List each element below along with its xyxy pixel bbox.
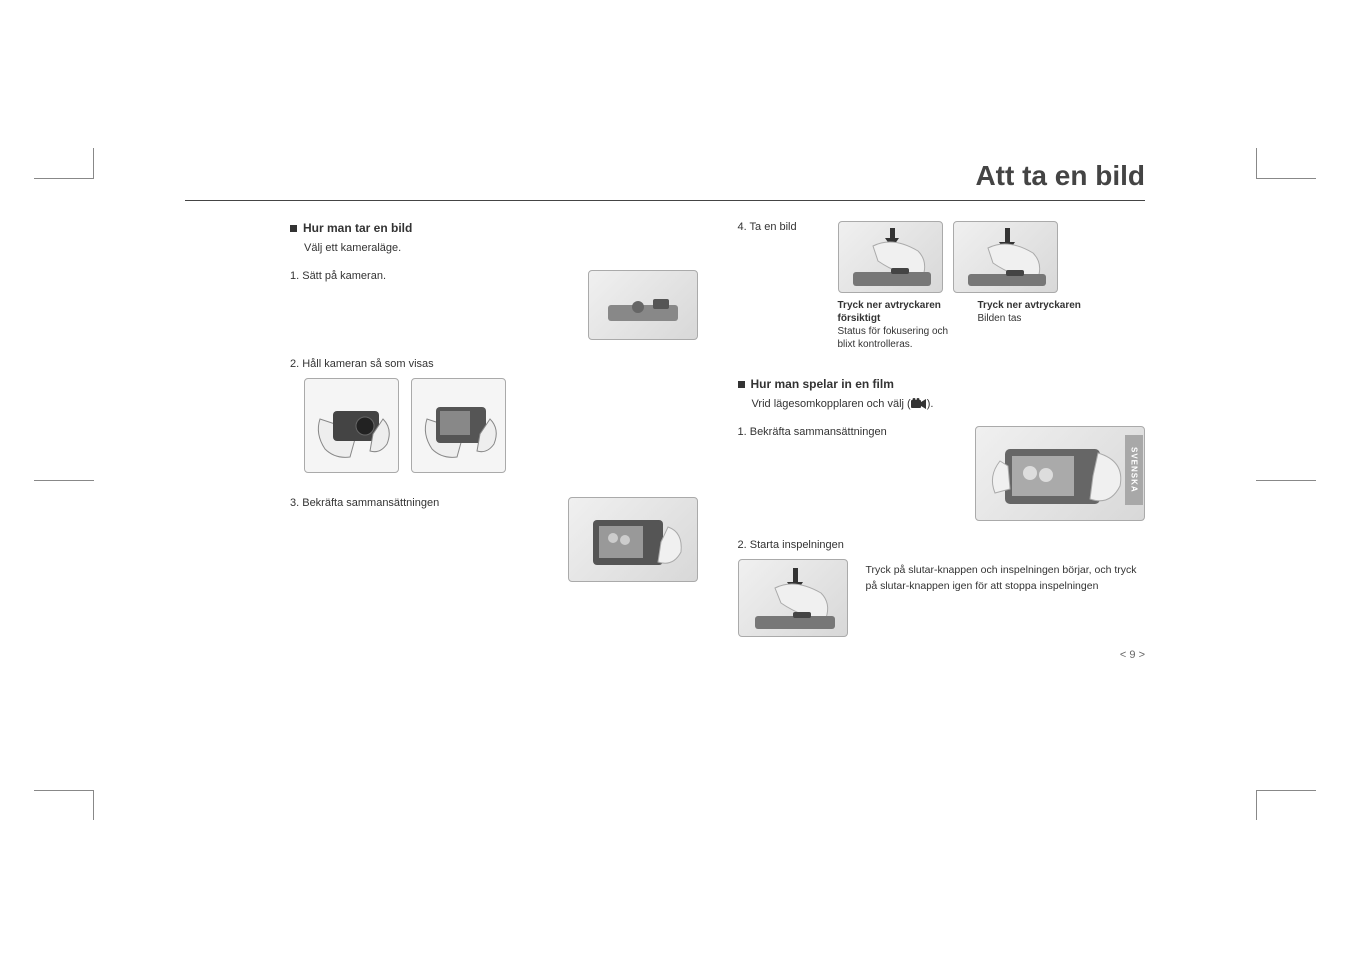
camera-power-illustration	[588, 270, 698, 340]
language-tab: SVENSKA	[1125, 435, 1143, 505]
bullet-icon	[738, 381, 745, 388]
crop-mark	[93, 790, 94, 820]
movie-compose-illustration	[975, 426, 1145, 521]
crop-mark	[1256, 480, 1316, 481]
step-2-label: 2. Håll kameran så som visas	[290, 358, 698, 370]
step-1-row: 1. Sätt på kameran.	[290, 270, 698, 340]
step-3-label: 3. Bekräfta sammansättningen	[290, 497, 554, 509]
section-heading-record-movie: Hur man spelar in en film	[738, 377, 1146, 391]
section-heading-take-picture: Hur man tar en bild	[290, 221, 698, 235]
movie-mode-icon	[911, 398, 927, 410]
crop-mark	[34, 480, 94, 481]
title-rule	[185, 200, 1145, 201]
shutter-half-desc: Status för fokusering och blixt kontroll…	[838, 326, 949, 350]
left-column: Hur man tar en bild Välj ett kameraläge.…	[290, 221, 698, 637]
crop-mark	[1256, 790, 1257, 820]
page-title: Att ta en bild	[145, 160, 1205, 200]
movie-intro-prefix: Vrid lägesomkopplaren och välj (	[752, 398, 911, 410]
movie-intro: Vrid lägesomkopplaren och välj ().	[752, 397, 1146, 412]
bullet-icon	[290, 225, 297, 232]
movie-step-1-row: 1. Bekräfta sammansättningen	[738, 426, 1146, 521]
movie-step-2-label: 2. Starta inspelningen	[738, 539, 1146, 551]
movie-step-2-desc: Tryck på slutar-knappen och inspelningen…	[866, 559, 1146, 593]
start-recording-illustration	[738, 559, 848, 637]
shutter-half-press-illustration	[838, 221, 943, 293]
crop-mark	[1256, 790, 1316, 791]
shutter-half-caption: Tryck ner avtryckaren försiktigt Status …	[838, 299, 958, 351]
movie-step-1-label: 1. Bekräfta sammansättningen	[738, 426, 962, 438]
shutter-full-caption: Tryck ner avtryckaren Bilden tas	[978, 299, 1098, 351]
step-4-label: 4. Ta en bild	[738, 221, 828, 233]
movie-intro-suffix: ).	[927, 398, 934, 410]
crop-mark	[1256, 178, 1316, 179]
movie-heading-text: Hur man spelar in en film	[751, 377, 894, 391]
shutter-full-press-illustration	[953, 221, 1058, 293]
hold-camera-front-illustration	[304, 378, 399, 473]
crop-mark	[34, 790, 94, 791]
shutter-full-title: Tryck ner avtryckaren	[978, 300, 1081, 311]
compose-illustration	[568, 497, 698, 582]
step-1-label: 1. Sätt på kameran.	[290, 270, 574, 282]
crop-mark	[34, 178, 94, 179]
shutter-full-desc: Bilden tas	[978, 313, 1022, 324]
right-column: 4. Ta en bild	[738, 221, 1146, 637]
hold-camera-back-illustration	[411, 378, 506, 473]
crop-mark	[1256, 148, 1257, 178]
intro-text: Välj ett kameraläge.	[304, 241, 698, 256]
shutter-half-title: Tryck ner avtryckaren försiktigt	[838, 300, 941, 324]
manual-page: Att ta en bild SVENSKA Hur man tar en bi…	[145, 160, 1205, 800]
heading-text: Hur man tar en bild	[303, 221, 412, 235]
shutter-captions: Tryck ner avtryckaren försiktigt Status …	[838, 299, 1146, 351]
step-3-row: 3. Bekräfta sammansättningen	[290, 497, 698, 582]
content-columns: Hur man tar en bild Välj ett kameraläge.…	[145, 221, 1205, 637]
page-number: < 9 >	[145, 649, 1205, 661]
crop-mark	[93, 148, 94, 178]
